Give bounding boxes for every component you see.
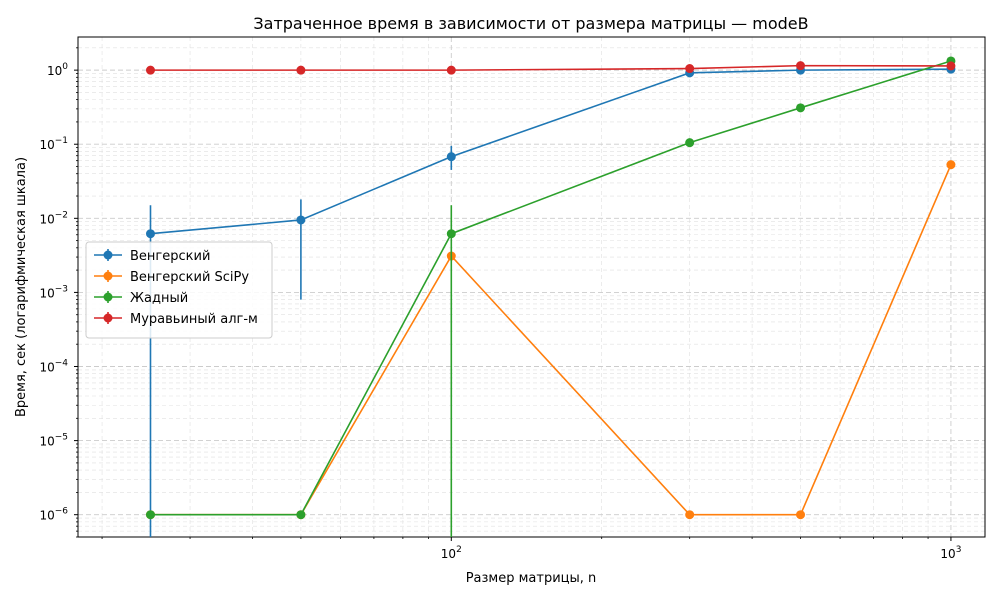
data-point (685, 64, 695, 74)
legend-marker (103, 250, 113, 260)
series-line (150, 68, 951, 235)
legend-label: Венгерский SciPy (130, 270, 249, 285)
data-point (446, 65, 456, 75)
legend-item-венгерский: Венгерский (94, 249, 210, 264)
series-line (150, 64, 951, 71)
x-tick-label: 103 (940, 545, 961, 561)
data-point (296, 215, 306, 225)
data-point (296, 65, 306, 75)
legend-marker (103, 292, 113, 302)
data-point (685, 510, 695, 520)
series-clip-group (145, 56, 956, 537)
y-tick-label: 10−6 (39, 507, 68, 523)
y-axis-label: Время, сек (логарифмическая шкала) (14, 157, 29, 417)
legend-label: Жадный (130, 291, 188, 306)
chart-title: Затраченное время в зависимости от разме… (253, 14, 808, 33)
y-tick-label: 10−3 (39, 284, 68, 300)
axis-ticks: 10−6 10−5 10−4 10−3 10−2 10−1 100 102 103 (39, 47, 961, 561)
legend: Венгерский Венгерский SciPy Жадный Муравьин… (85, 241, 273, 339)
y-tick-label: 10−5 (39, 433, 68, 449)
minor-grid (78, 37, 985, 538)
x-axis-label: Размер матрицы, n (466, 571, 597, 586)
legend-label: Муравьиный алг-м (130, 312, 258, 327)
y-tick-label: 10−1 (39, 136, 68, 152)
data-point (796, 510, 806, 520)
legend-marker (103, 271, 113, 281)
x-tick-label: 102 (441, 545, 462, 561)
legend-item-венгерский-scipy: Венгерский SciPy (94, 270, 249, 285)
legend-item-жадный: Жадный (94, 291, 188, 306)
data-point (685, 138, 695, 148)
data-point (796, 103, 806, 113)
legend-marker (103, 313, 113, 323)
series-layer (145, 56, 956, 537)
data-point (946, 160, 956, 170)
data-point (446, 152, 456, 162)
plot-frame (77, 36, 986, 538)
y-tick-label: 10−4 (39, 359, 68, 375)
series-муравьиный-алг-м (145, 61, 956, 75)
data-point (296, 510, 306, 520)
series-line (150, 60, 952, 516)
data-point (145, 510, 155, 520)
legend-item-муравьиный-алг-м: Муравьиный алг-м (94, 312, 258, 327)
legend-label: Венгерский (130, 249, 210, 264)
y-tick-label: 100 (47, 62, 68, 78)
data-point (446, 229, 456, 239)
data-point (145, 65, 155, 75)
y-tick-label: 10−2 (39, 210, 68, 226)
data-point (796, 61, 806, 71)
legend-box (85, 241, 273, 339)
data-point (145, 229, 155, 239)
data-point (946, 61, 956, 71)
